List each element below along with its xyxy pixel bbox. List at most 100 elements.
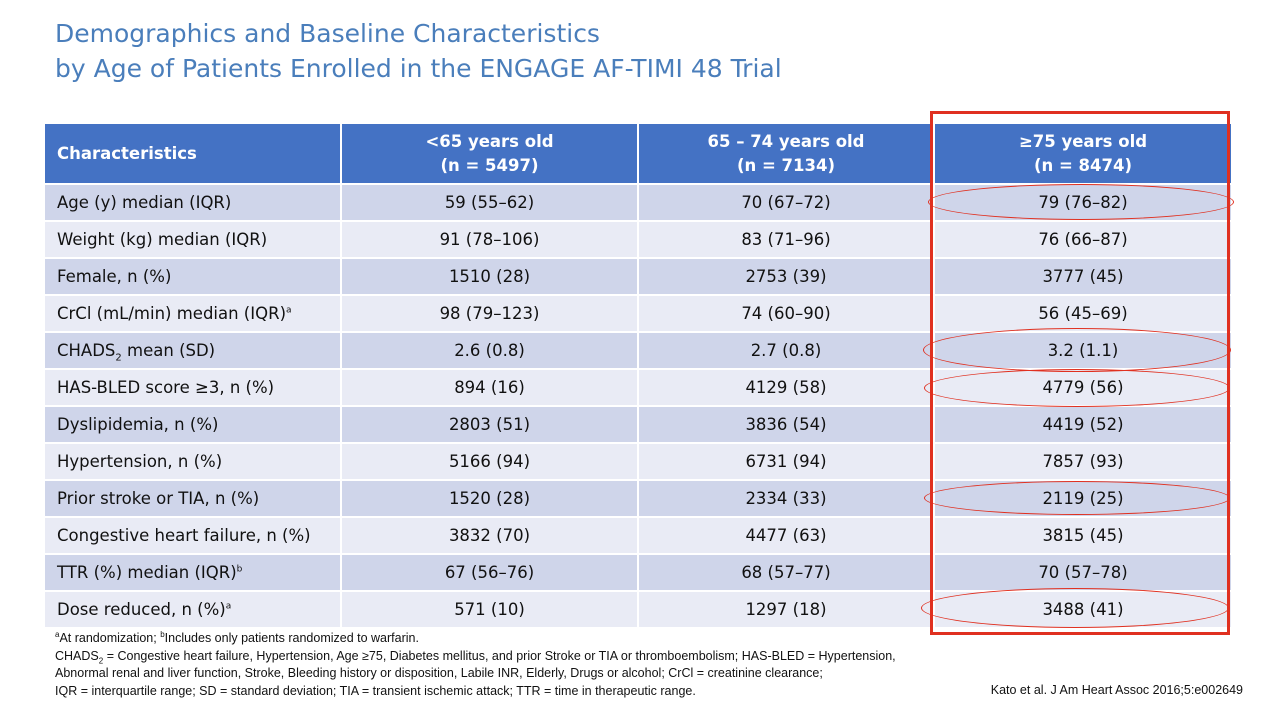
row-label: Weight (kg) median (IQR) <box>45 220 342 258</box>
table-header-row: Characteristics <65 years old (n = 5497)… <box>45 124 1231 184</box>
footnote-line-3: Abnormal renal and liver function, Strok… <box>55 666 823 680</box>
row-label-text: CrCl (mL/min) median (IQR) <box>57 304 287 323</box>
cell-65-74: 2753 (39) <box>638 257 935 295</box>
cell-under-65: 1510 (28) <box>341 257 639 295</box>
cell-75-plus: 79 (76–82) <box>934 183 1231 221</box>
cell-65-74: 74 (60–90) <box>638 294 935 332</box>
footnote-marker-a: a <box>55 629 60 639</box>
cell-75-plus: 2119 (25) <box>934 479 1231 517</box>
row-label-text: HAS-BLED score ≥3, n (%) <box>57 378 275 397</box>
row-label: HAS-BLED score ≥3, n (%) <box>45 368 342 406</box>
cell-75-plus: 76 (66–87) <box>934 220 1231 258</box>
table-row: Dyslipidemia, n (%) 2803 (51) 3836 (54) … <box>45 405 1231 443</box>
cell-75-plus: 4419 (52) <box>934 405 1231 443</box>
header-65-74-n: (n = 7134) <box>736 155 836 175</box>
characteristics-table: Characteristics <65 years old (n = 5497)… <box>45 124 1231 627</box>
footnote-marker: a <box>225 601 232 612</box>
row-label: Hypertension, n (%) <box>45 442 342 480</box>
row-label-text: Age (y) median (IQR) <box>57 193 232 212</box>
title-line-2: by Age of Patients Enrolled in the ENGAG… <box>55 54 782 83</box>
cell-75-plus: 3777 (45) <box>934 257 1231 295</box>
header-65-74-label: 65 – 74 years old <box>707 131 865 151</box>
cell-65-74: 2334 (33) <box>638 479 935 517</box>
table-row: Hypertension, n (%) 5166 (94) 6731 (94) … <box>45 442 1231 480</box>
cell-under-65: 571 (10) <box>341 590 639 627</box>
table-row: Age (y) median (IQR) 59 (55–62) 70 (67–7… <box>45 183 1231 221</box>
cell-75-plus: 7857 (93) <box>934 442 1231 480</box>
cell-under-65: 98 (79–123) <box>341 294 639 332</box>
cell-under-65: 2803 (51) <box>341 405 639 443</box>
header-75-plus: ≥75 years old (n = 8474) <box>934 124 1231 184</box>
row-label: TTR (%) median (IQR)b <box>45 553 342 591</box>
footnote-marker-b: b <box>160 629 165 639</box>
header-under-65: <65 years old (n = 5497) <box>341 124 639 184</box>
row-label-text: Hypertension, n (%) <box>57 452 223 471</box>
row-label-text: Weight (kg) median (IQR) <box>57 230 268 249</box>
footnote-line-1: aAt randomization; bIncludes only patien… <box>55 630 1055 648</box>
cell-65-74: 2.7 (0.8) <box>638 331 935 369</box>
footnotes: aAt randomization; bIncludes only patien… <box>55 630 1055 700</box>
row-label-text: Congestive heart failure, n (%) <box>57 526 311 545</box>
table-row: Weight (kg) median (IQR) 91 (78–106) 83 … <box>45 220 1231 258</box>
row-label-text: Prior stroke or TIA, n (%) <box>57 489 260 508</box>
table-row: CHADS2 mean (SD) 2.6 (0.8) 2.7 (0.8) 3.2… <box>45 331 1231 369</box>
cell-under-65: 5166 (94) <box>341 442 639 480</box>
footnote-marker: a <box>286 305 292 316</box>
row-label: Age (y) median (IQR) <box>45 183 342 221</box>
header-characteristics: Characteristics <box>45 124 342 184</box>
table-row: CrCl (mL/min) median (IQR)a 98 (79–123) … <box>45 294 1231 332</box>
cell-75-plus: 70 (57–78) <box>934 553 1231 591</box>
footnote-line-2: CHADS2 = Congestive heart failure, Hyper… <box>55 648 1055 666</box>
cell-75-plus: 3488 (41) <box>934 590 1231 627</box>
citation: Kato et al. J Am Heart Assoc 2016;5:e002… <box>990 683 1243 697</box>
cell-65-74: 68 (57–77) <box>638 553 935 591</box>
abbrev-definition: = Congestive heart failure, Hypertension… <box>103 648 896 663</box>
row-label: Congestive heart failure, n (%) <box>45 516 342 554</box>
header-under-65-n: (n = 5497) <box>440 155 539 175</box>
cell-65-74: 3836 (54) <box>638 405 935 443</box>
row-label: Prior stroke or TIA, n (%) <box>45 479 342 517</box>
row-label-text: Dose reduced, n (%) <box>57 600 226 619</box>
cell-65-74: 4477 (63) <box>638 516 935 554</box>
abbrev-chads: CHADS <box>55 648 99 663</box>
cell-65-74: 83 (71–96) <box>638 220 935 258</box>
row-label-text: Female, n (%) <box>57 267 172 286</box>
row-label-rest: mean (SD) <box>121 341 216 360</box>
row-label-text: TTR (%) median (IQR) <box>57 563 237 582</box>
footnote-b-text: Includes only patients randomized to war… <box>164 631 419 645</box>
cell-75-plus: 3815 (45) <box>934 516 1231 554</box>
subscript: 2 <box>115 352 122 364</box>
footnote-line-4: IQR = interquartile range; SD = standard… <box>55 683 696 698</box>
table-row: Dose reduced, n (%)a 571 (10) 1297 (18) … <box>45 590 1231 627</box>
subscript: 2 <box>98 656 104 665</box>
cell-65-74: 70 (67–72) <box>638 183 935 221</box>
footnote-a-text: At randomization; <box>59 631 161 645</box>
table-row: HAS-BLED score ≥3, n (%) 894 (16) 4129 (… <box>45 368 1231 406</box>
header-65-74: 65 – 74 years old (n = 7134) <box>638 124 935 184</box>
row-label-text: CHADS <box>57 341 116 360</box>
cell-under-65: 67 (56–76) <box>341 553 639 591</box>
table-row: Prior stroke or TIA, n (%) 1520 (28) 233… <box>45 479 1231 517</box>
cell-75-plus: 3.2 (1.1) <box>934 331 1231 369</box>
row-label: Dyslipidemia, n (%) <box>45 405 342 443</box>
cell-under-65: 91 (78–106) <box>341 220 639 258</box>
row-label-text: Dyslipidemia, n (%) <box>57 415 219 434</box>
header-75-plus-label: ≥75 years old <box>1018 131 1148 151</box>
cell-75-plus: 56 (45–69) <box>934 294 1231 332</box>
footnote-marker: b <box>236 564 243 575</box>
cell-65-74: 1297 (18) <box>638 590 935 627</box>
slide-title: Demographics and Baseline Characteristic… <box>55 16 782 86</box>
row-label: Female, n (%) <box>45 257 342 295</box>
table-row: TTR (%) median (IQR)b 67 (56–76) 68 (57–… <box>45 553 1231 591</box>
title-line-1: Demographics and Baseline Characteristic… <box>55 19 600 48</box>
cell-65-74: 4129 (58) <box>638 368 935 406</box>
cell-under-65: 1520 (28) <box>341 479 639 517</box>
row-label: CHADS2 mean (SD) <box>45 331 342 369</box>
row-label: CrCl (mL/min) median (IQR)a <box>45 294 342 332</box>
cell-under-65: 894 (16) <box>341 368 639 406</box>
table-row: Female, n (%) 1510 (28) 2753 (39) 3777 (… <box>45 257 1231 295</box>
cell-65-74: 6731 (94) <box>638 442 935 480</box>
row-label: Dose reduced, n (%)a <box>45 590 342 627</box>
header-75-plus-n: (n = 8474) <box>1033 155 1133 175</box>
cell-75-plus: 4779 (56) <box>934 368 1231 406</box>
